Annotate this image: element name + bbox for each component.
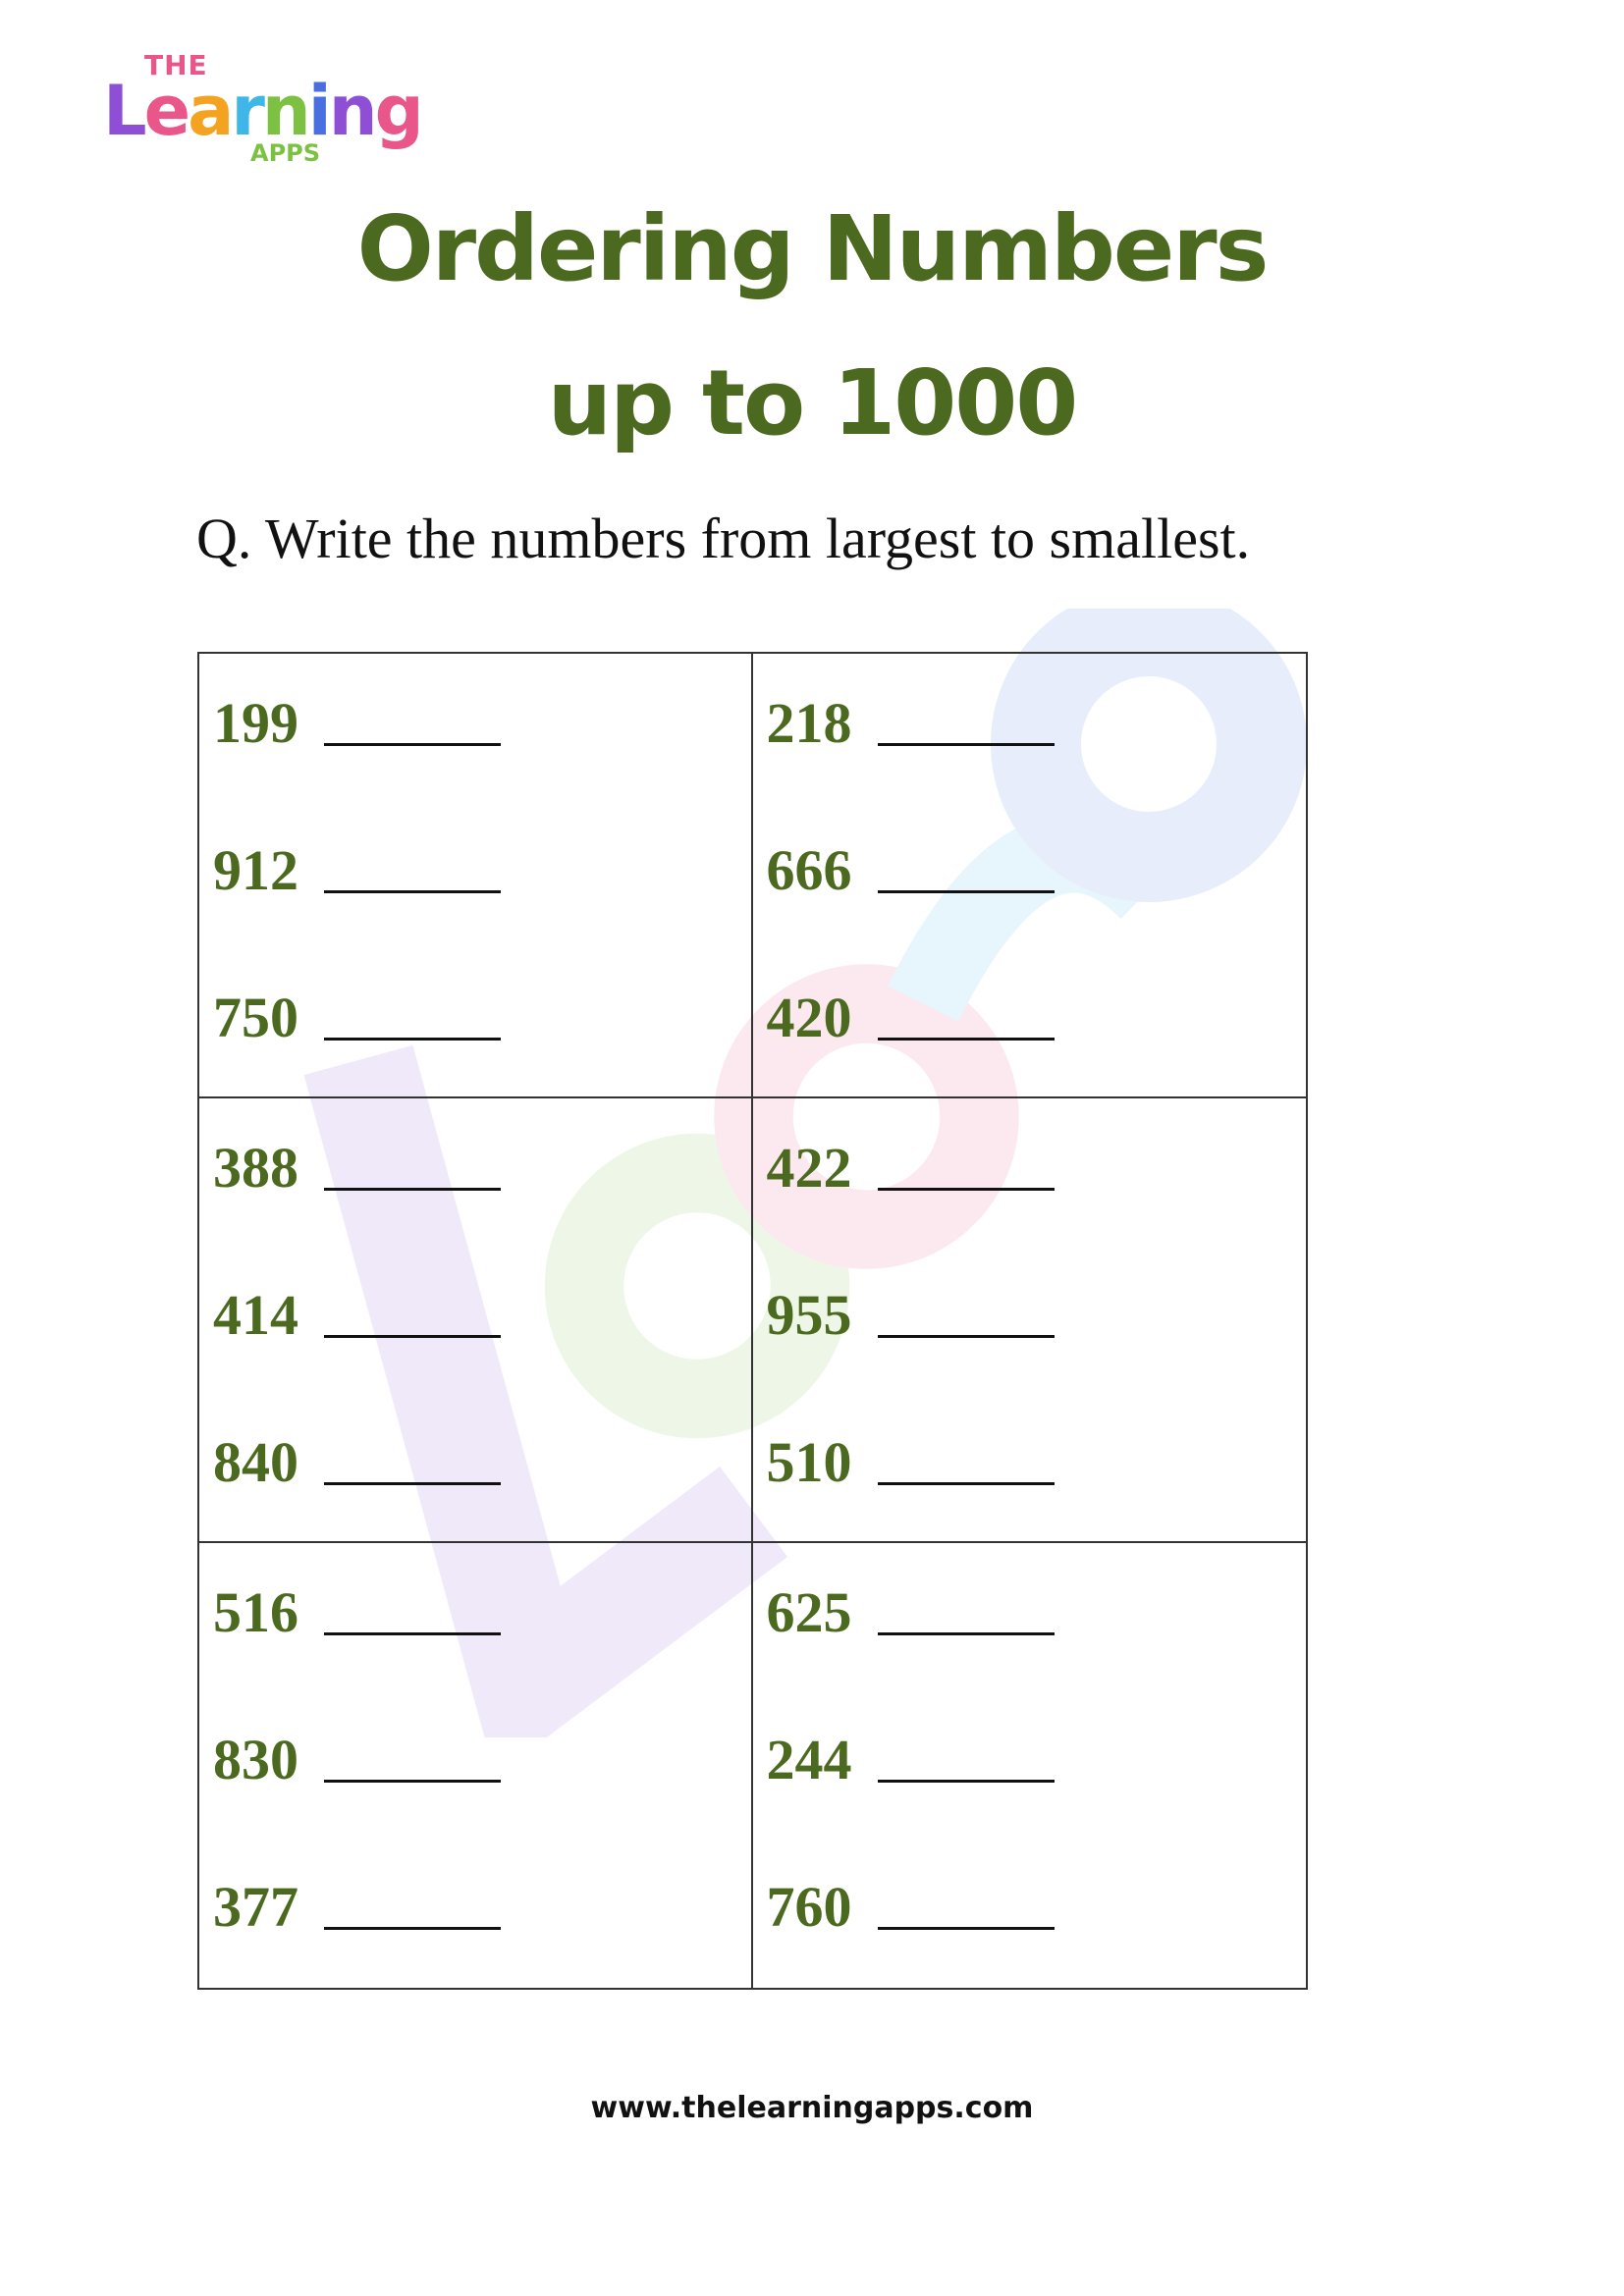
number-value: 388 [213, 1136, 298, 1200]
number-value: 420 [766, 986, 852, 1049]
number-value: 414 [213, 1283, 298, 1347]
group-cell: 625 244 760 [753, 1543, 1307, 1988]
numbers-grid: 199 912 750 218 666 420 388 414 840 422 955 510 516 8… [197, 652, 1308, 1990]
number-value: 377 [213, 1875, 298, 1939]
answer-blank[interactable] [324, 743, 501, 746]
answer-blank[interactable] [877, 1927, 1055, 1930]
group-cell: 516 830 377 [199, 1543, 753, 1988]
logo-apps: APPS [250, 139, 321, 167]
answer-blank[interactable] [877, 1188, 1055, 1191]
group-cell: 218 666 420 [752, 654, 1306, 1098]
number-value: 840 [213, 1430, 298, 1494]
logo-learning: Learning [103, 71, 424, 151]
number-item: 510 [767, 1422, 1055, 1491]
number-value: 218 [766, 691, 852, 755]
logo-letter: n [261, 71, 311, 151]
answer-blank[interactable] [877, 743, 1055, 746]
group-cell: 199 912 750 [199, 654, 753, 1098]
logo-letter: e [143, 71, 191, 151]
number-value: 830 [213, 1728, 298, 1791]
number-value: 760 [766, 1875, 852, 1939]
number-item: 666 [767, 830, 1055, 899]
number-item: 414 [213, 1275, 501, 1344]
number-item: 420 [767, 978, 1055, 1046]
logo-letter: a [188, 71, 234, 151]
answer-blank[interactable] [324, 1482, 501, 1485]
logo-letter: n [328, 71, 378, 151]
logo-letter: r [231, 71, 264, 151]
logo-letter: g [374, 71, 424, 151]
number-value: 422 [766, 1136, 852, 1200]
number-value: 912 [213, 838, 298, 902]
question-text: Q. Write the numbers from largest to sma… [196, 507, 1251, 570]
answer-blank[interactable] [324, 1927, 501, 1930]
number-item: 218 [767, 683, 1055, 752]
answer-blank[interactable] [324, 1188, 501, 1191]
page-title-line1: Ordering Numbers [356, 196, 1270, 301]
answer-blank[interactable] [877, 1335, 1055, 1338]
number-item: 955 [767, 1275, 1055, 1344]
logo-the: THE [144, 49, 208, 81]
number-value: 516 [213, 1580, 298, 1644]
number-value: 510 [766, 1430, 852, 1494]
footer-url: www.thelearningapps.com [590, 2091, 1034, 2125]
answer-blank[interactable] [324, 1038, 501, 1041]
answer-blank[interactable] [324, 1335, 501, 1338]
answer-blank[interactable] [877, 1780, 1055, 1783]
number-value: 244 [766, 1728, 852, 1791]
number-item: 388 [213, 1128, 501, 1197]
number-item: 625 [767, 1573, 1055, 1641]
answer-blank[interactable] [877, 890, 1055, 893]
number-item: 516 [213, 1573, 501, 1641]
number-value: 955 [766, 1283, 852, 1347]
logo-letter: L [103, 71, 147, 151]
answer-blank[interactable] [324, 890, 501, 893]
answer-blank[interactable] [877, 1482, 1055, 1485]
number-item: 244 [767, 1720, 1055, 1789]
number-item: 840 [213, 1422, 501, 1491]
number-item: 422 [767, 1128, 1055, 1197]
answer-blank[interactable] [877, 1038, 1055, 1041]
number-item: 750 [213, 978, 501, 1046]
group-cell: 388 414 840 [199, 1098, 753, 1543]
number-value: 666 [766, 838, 852, 902]
number-item: 199 [213, 683, 501, 752]
number-item: 760 [767, 1867, 1055, 1936]
number-value: 625 [766, 1580, 852, 1644]
number-item: 912 [213, 830, 501, 899]
number-value: 750 [213, 986, 298, 1049]
logo-letter: i [307, 71, 332, 151]
answer-blank[interactable] [877, 1632, 1055, 1635]
answer-blank[interactable] [324, 1780, 501, 1783]
number-item: 377 [213, 1867, 501, 1936]
number-value: 199 [213, 691, 298, 755]
number-item: 830 [213, 1720, 501, 1789]
group-cell: 422 955 510 [752, 1098, 1306, 1543]
answer-blank[interactable] [324, 1632, 501, 1635]
page-title-line2: up to 1000 [547, 350, 1079, 455]
logo: THE Learning APPS [103, 49, 424, 167]
